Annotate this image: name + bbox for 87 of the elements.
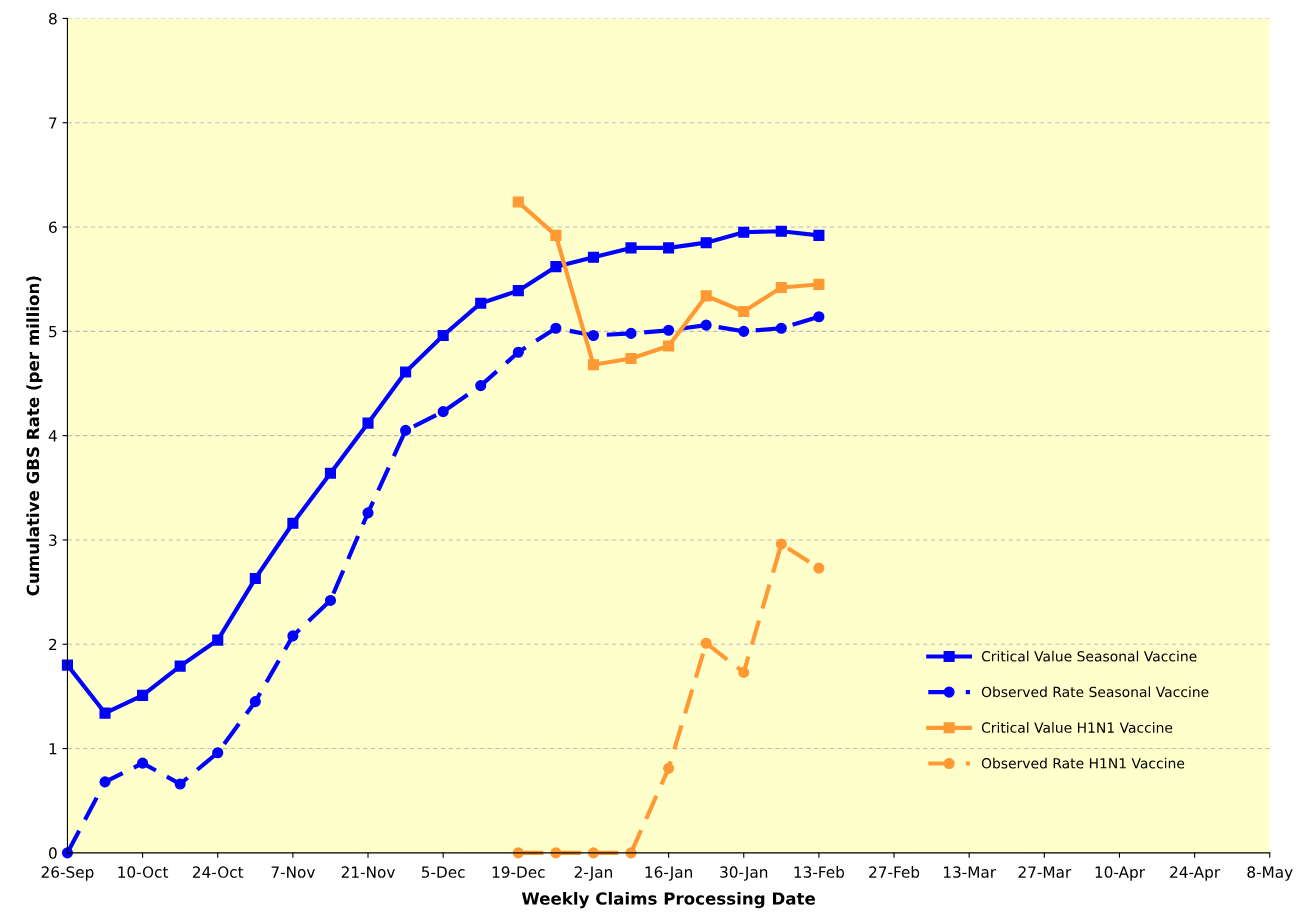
point [738, 305, 750, 318]
point [512, 285, 524, 297]
point [738, 666, 750, 678]
point [813, 229, 825, 241]
point [61, 659, 74, 671]
y-tick-label: 5 [49, 326, 57, 338]
x-tick-label: 16-Jan [645, 866, 692, 881]
point [663, 762, 675, 774]
point [287, 630, 299, 642]
point [813, 278, 825, 290]
point [625, 352, 637, 365]
y-tick-label: 8 [49, 12, 57, 25]
y-axis-title: Cumulative GBS Rate (per million) [26, 276, 43, 596]
point [99, 776, 111, 788]
point [212, 747, 224, 759]
point [324, 594, 337, 606]
point [775, 322, 787, 334]
point [287, 517, 299, 529]
x-tick-label: 10-Oct [118, 866, 169, 878]
x-tick-label: 24-Apr [1170, 866, 1221, 881]
x-tick-label: 27-Mar [1018, 866, 1072, 878]
x-tick-label: 7-Nov [271, 866, 315, 878]
point [775, 538, 787, 550]
point [400, 424, 412, 436]
x-tick-label: 27-Feb [869, 866, 920, 878]
point [512, 196, 524, 208]
point [663, 324, 675, 336]
point [813, 562, 825, 574]
legend-label: Observed Rate Seasonal Vaccine [981, 686, 1209, 698]
point [738, 226, 750, 238]
point [99, 707, 111, 719]
point [249, 572, 261, 585]
legend-label: Critical Value Seasonal Vaccine [981, 650, 1197, 662]
x-tick-label: 13-Mar [943, 866, 997, 878]
point [212, 634, 224, 646]
point [475, 380, 487, 392]
y-tick-label: 6 [49, 221, 57, 234]
point [550, 322, 562, 334]
legend-label: Critical Value H1N1 Vaccine [981, 722, 1173, 733]
y-tick-label: 4 [48, 430, 57, 442]
point [362, 417, 374, 429]
x-tick-label: 30-Jan [720, 866, 768, 881]
point [700, 290, 712, 302]
point [700, 319, 712, 331]
point [362, 507, 374, 519]
x-tick-label: 8-May [1247, 866, 1293, 881]
x-tick-label: 19-Dec [492, 866, 545, 878]
point [174, 660, 186, 672]
x-axis-title: Weekly Claims Processing Date [521, 891, 815, 909]
point [550, 261, 562, 273]
point [663, 340, 675, 352]
point [400, 366, 412, 378]
point [625, 242, 637, 254]
point [813, 311, 825, 323]
x-tick-label: 5-Dec [421, 866, 465, 878]
point [775, 281, 787, 294]
point [475, 297, 487, 309]
point [249, 696, 261, 708]
point [137, 689, 149, 701]
point [437, 329, 449, 342]
point [738, 325, 750, 337]
point [137, 757, 149, 769]
point [775, 225, 787, 237]
y-tick-label: 7 [49, 117, 57, 129]
point [625, 327, 637, 339]
point [587, 359, 600, 371]
point [174, 778, 186, 790]
point [512, 346, 524, 358]
point [437, 406, 449, 418]
point [700, 637, 712, 649]
y-tick-label: 0 [49, 847, 57, 859]
x-tick-label: 2-Jan [574, 866, 612, 881]
point [550, 229, 562, 241]
x-tick-label: 10-Apr [1095, 866, 1145, 881]
point [700, 237, 712, 249]
y-tick-label: 3 [49, 534, 57, 546]
point [324, 467, 337, 479]
y-tick-label: 1 [49, 743, 57, 755]
x-tick-label: 13-Feb [794, 866, 845, 878]
x-tick-label: 21-Nov [341, 866, 395, 878]
point [587, 251, 600, 263]
point [587, 329, 600, 342]
point [663, 242, 675, 254]
y-tick-label: 2 [49, 638, 57, 651]
legend-label: Observed Rate H1N1 Vaccine [981, 757, 1185, 769]
x-tick-label: 24-Oct [192, 866, 244, 878]
x-tick-label: 26-Sep [41, 866, 94, 881]
